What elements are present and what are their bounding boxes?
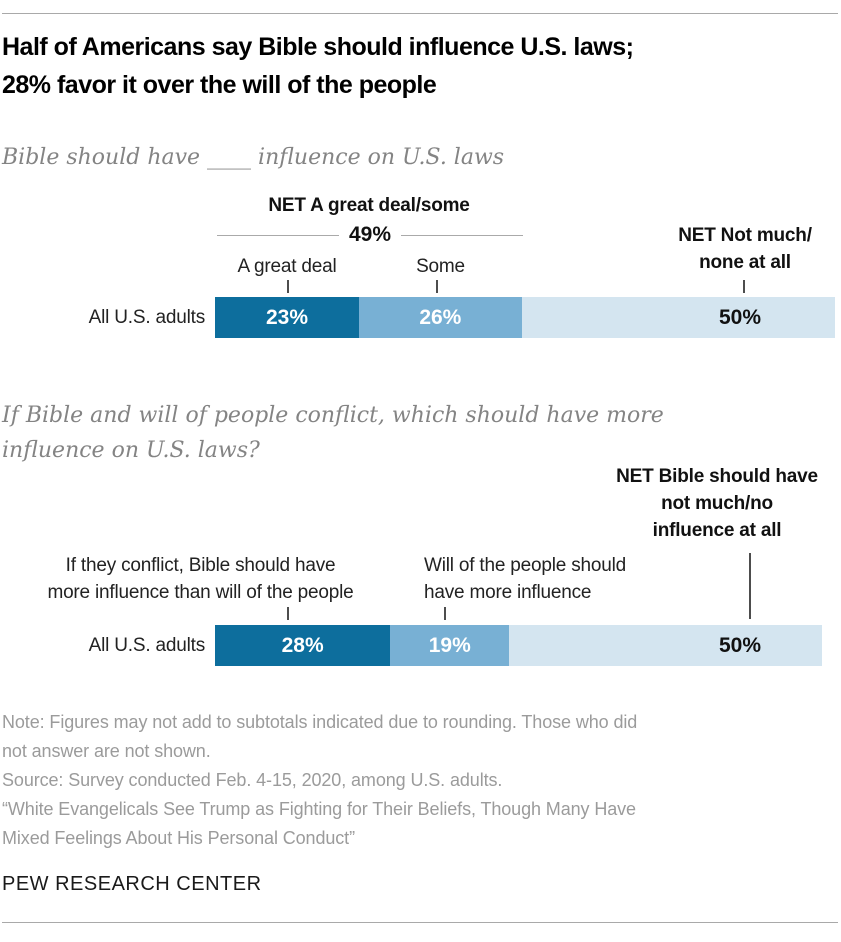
- chart1-value-some: 26%: [419, 305, 462, 329]
- chart2-net-right-line-3: influence at all: [652, 520, 782, 541]
- bracket-line-left: [217, 234, 339, 236]
- note-line: not answer are not shown.: [2, 741, 211, 761]
- chart1-bar: 23% 26%: [215, 297, 835, 338]
- chart2-net-right-line-2: not much/no: [661, 493, 773, 514]
- chart1-row-label: All U.S. adults: [88, 307, 206, 328]
- tick-mark: [444, 607, 446, 620]
- title-line-2: 28% favor it over the will of the people: [2, 71, 437, 99]
- chart2-label-will-line-1: Will of the people should: [424, 555, 627, 576]
- chart1-value-a-great-deal: 23%: [265, 305, 308, 329]
- chart2-value-bible-more: 28%: [281, 633, 324, 657]
- chart2-subtitle-line-2: influence on U.S. laws?: [2, 438, 260, 463]
- chart2-net-right-label: NET Bible should have not much/no influe…: [597, 463, 837, 544]
- chart1-net-right-line-2: none at all: [699, 252, 791, 273]
- chart1-category-some: Some: [416, 256, 465, 277]
- chart2-segment-bible-more: 28%: [215, 625, 391, 666]
- chart2-value-will-more: 19%: [428, 633, 471, 657]
- chart1-segment-a-great-deal: 23%: [215, 297, 359, 338]
- report-title-line: Mixed Feelings About His Personal Conduc…: [2, 828, 355, 848]
- source-line: Source: Survey conducted Feb. 4-15, 2020…: [2, 770, 503, 790]
- bracket-line-right: [401, 234, 523, 236]
- chart2-value-net-not-much: 50%: [718, 634, 762, 657]
- chart2-row-label: All U.S. adults: [88, 635, 206, 656]
- note-line: Note: Figures may not add to subtotals i…: [2, 712, 638, 732]
- tick-mark: [287, 280, 289, 293]
- chart1-value-net-not-much: 50%: [718, 306, 762, 329]
- chart2-net-right-line-1: NET Bible should have: [616, 466, 818, 487]
- chart1-segment-net-not-much: [521, 297, 835, 338]
- chart2-label-bible: If they conflict, Bible should have more…: [8, 552, 393, 606]
- chart2-segment-net-not-much: [509, 625, 823, 666]
- chart2-bar: 28% 19%: [215, 625, 823, 666]
- chart2-label-bible-line-2: more influence than will of the people: [47, 582, 354, 603]
- footnotes: Note: Figures may not add to subtotals i…: [2, 708, 838, 853]
- chart1-segment-some: 26%: [358, 297, 522, 338]
- chart2-label-will: Will of the people should have more infl…: [424, 552, 684, 606]
- chart2-label-bible-line-1: If they conflict, Bible should have: [65, 555, 336, 576]
- chart2-subtitle: If Bible and will of people conflict, wh…: [2, 398, 802, 468]
- chart2-label-will-line-2: have more influence: [424, 582, 592, 603]
- tick-mark: [743, 280, 745, 293]
- chart2-subtitle-line-1: If Bible and will of people conflict, wh…: [2, 403, 664, 428]
- report-title-line: “White Evangelicals See Trump as Fightin…: [2, 799, 636, 819]
- chart1-category-a-great-deal: A great deal: [237, 256, 337, 277]
- chart1-net-left-value: 49%: [348, 223, 392, 246]
- chart2-segment-will-more: 19%: [390, 625, 510, 666]
- tick-mark: [436, 280, 438, 293]
- title-line-1: Half of Americans say Bible should influ…: [2, 33, 634, 61]
- top-divider: [2, 13, 838, 14]
- page-title: Half of Americans say Bible should influ…: [2, 28, 838, 104]
- chart1-net-bracket: 49%: [217, 223, 523, 247]
- net-pointer-line: [749, 553, 751, 619]
- brand-wordmark: PEW RESEARCH CENTER: [2, 873, 262, 895]
- bottom-divider: [2, 922, 838, 923]
- tick-mark: [287, 607, 289, 620]
- chart1-net-right-label: NET Not much/ none at all: [645, 222, 841, 276]
- chart1-subtitle: Bible should have ____ influence on U.S.…: [2, 145, 505, 170]
- chart1-net-left-label: NET A great deal/some: [268, 195, 470, 216]
- chart1-net-right-line-1: NET Not much/: [678, 225, 812, 246]
